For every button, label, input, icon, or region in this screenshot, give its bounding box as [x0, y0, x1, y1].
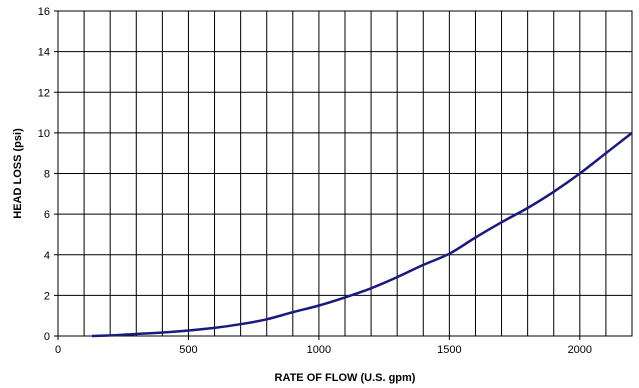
y-tick-label: 0	[44, 331, 50, 343]
x-tick-label: 500	[179, 344, 197, 356]
y-tick-label: 2	[44, 290, 50, 302]
series-layer	[91, 131, 633, 338]
x-tick-label: 0	[55, 344, 61, 356]
x-axis-title: RATE OF FLOW (U.S. gpm)	[275, 372, 416, 384]
y-tick-label: 10	[38, 128, 50, 140]
x-tick-label: 1000	[307, 344, 331, 356]
y-tick-label: 6	[44, 209, 50, 221]
x-tick-label: 1500	[437, 344, 461, 356]
y-axis-title: HEAD LOSS (psi)	[12, 128, 24, 219]
horizontal-gridlines	[58, 51, 632, 296]
y-tick-label: 4	[44, 250, 50, 262]
y-axis-ticks: 0 2 4 6 8 10 12 14 16	[38, 6, 58, 343]
x-axis-ticks: 0 500 1000 1500 2000	[55, 336, 592, 356]
y-tick-label: 16	[38, 6, 50, 18]
y-tick-label: 12	[38, 87, 50, 99]
x-tick-label: 2000	[568, 344, 592, 356]
y-tick-label: 8	[44, 169, 50, 181]
y-tick-label: 14	[38, 47, 50, 59]
head-loss-curve	[91, 131, 633, 338]
